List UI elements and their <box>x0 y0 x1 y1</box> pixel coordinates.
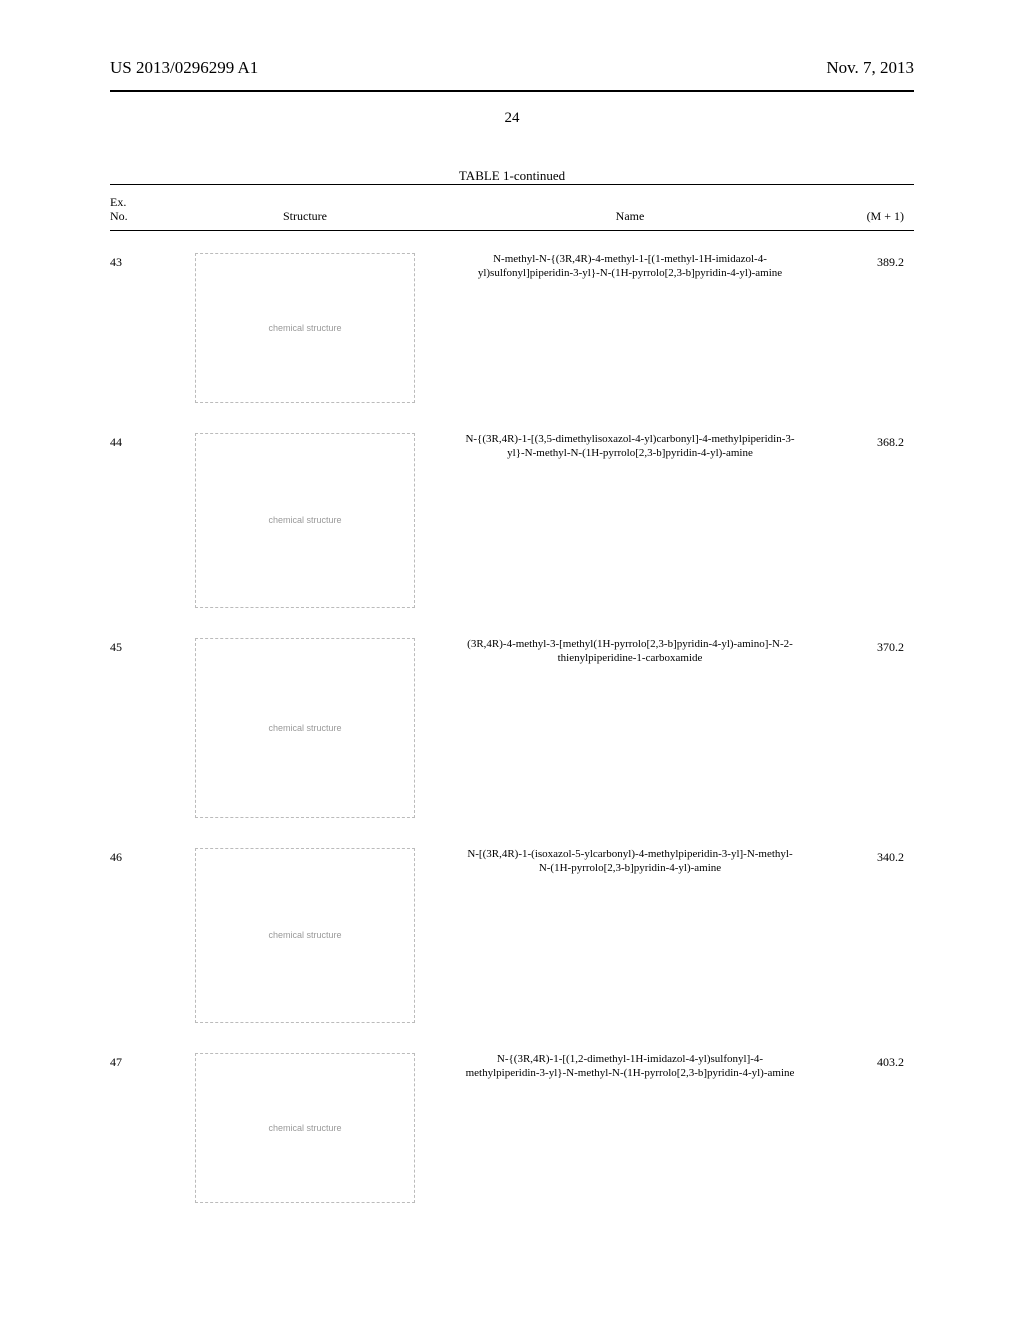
column-header-exno: Ex. No. <box>110 195 160 224</box>
cell-m1: 389.2 <box>810 253 914 270</box>
chemical-structure-diagram: chemical structure <box>195 253 415 403</box>
table-row: 45 chemical structure (3R,4R)-4-methyl-3-[… <box>110 616 914 826</box>
table-row: 47 chemical structure N-{(3R,4R)-1-[(1,2-d… <box>110 1031 914 1211</box>
cell-m1: 340.2 <box>810 848 914 865</box>
cell-name: N-methyl-N-{(3R,4R)-4-methyl-1-[(1-methy… <box>450 253 810 281</box>
cell-structure: chemical structure <box>160 1053 450 1203</box>
cell-name: (3R,4R)-4-methyl-3-[methyl(1H-pyrrolo[2,… <box>450 638 810 666</box>
chemical-structure-diagram: chemical structure <box>195 433 415 608</box>
table-body: 43 chemical structure N-methyl-N-{(3R,4R)-… <box>110 231 914 1211</box>
table-row: 44 chemical structure N-{(3R,4R)-1-[(3,5-d… <box>110 411 914 616</box>
cell-structure: chemical structure <box>160 433 450 608</box>
cell-exno: 45 <box>110 638 160 655</box>
page-number: 24 <box>505 110 520 127</box>
chemical-structure-diagram: chemical structure <box>195 638 415 818</box>
header-rule <box>110 90 914 92</box>
table-row: 46 chemical structure N-[(3R,4R)-1-(isoxaz… <box>110 826 914 1031</box>
chemical-structure-diagram: chemical structure <box>195 848 415 1023</box>
publication-date: Nov. 7, 2013 <box>826 58 914 78</box>
cell-name: N-{(3R,4R)-1-[(1,2-dimethyl-1H-imidazol-… <box>450 1053 810 1081</box>
cell-structure: chemical structure <box>160 253 450 403</box>
cell-name: N-{(3R,4R)-1-[(3,5-dimethylisoxazol-4-yl… <box>450 433 810 461</box>
table-row: 43 chemical structure N-methyl-N-{(3R,4R)-… <box>110 231 914 411</box>
cell-m1: 370.2 <box>810 638 914 655</box>
cell-exno: 47 <box>110 1053 160 1070</box>
cell-structure: chemical structure <box>160 638 450 818</box>
cell-m1: 368.2 <box>810 433 914 450</box>
cell-exno: 46 <box>110 848 160 865</box>
table-caption: TABLE 1-continued <box>459 168 565 184</box>
column-header-structure: Structure <box>160 209 450 224</box>
cell-exno: 44 <box>110 433 160 450</box>
table-container: Ex. No. Structure Name (M + 1) 43 chemica… <box>110 184 914 1211</box>
publication-id: US 2013/0296299 A1 <box>110 58 258 78</box>
cell-exno: 43 <box>110 253 160 270</box>
cell-m1: 403.2 <box>810 1053 914 1070</box>
column-header-name: Name <box>450 209 810 224</box>
column-header-exno-text: Ex. No. <box>110 195 160 224</box>
column-header-m1: (M + 1) <box>810 209 914 224</box>
cell-name: N-[(3R,4R)-1-(isoxazol-5-ylcarbonyl)-4-m… <box>450 848 810 876</box>
table-header-row: Ex. No. Structure Name (M + 1) <box>110 185 914 231</box>
cell-structure: chemical structure <box>160 848 450 1023</box>
chemical-structure-diagram: chemical structure <box>195 1053 415 1203</box>
